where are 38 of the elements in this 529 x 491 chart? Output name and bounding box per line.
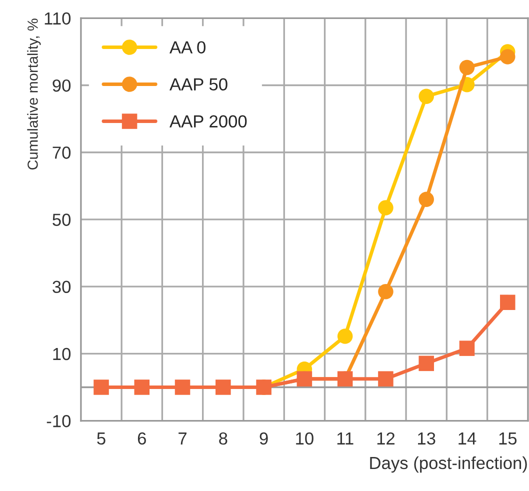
point: [418, 88, 434, 104]
point: [378, 371, 394, 386]
x-tick-label: 9: [260, 432, 268, 445]
point: [337, 328, 353, 344]
x-tick-label: 11: [337, 432, 354, 444]
x-tick-label: 5: [97, 432, 106, 445]
point: [216, 380, 231, 395]
x-tick-label: 14: [458, 432, 476, 444]
legend-label: AAP 50: [170, 78, 228, 91]
y-tick-label: 110: [44, 12, 71, 25]
x-tick-label: 6: [138, 432, 146, 445]
point: [378, 200, 394, 216]
point: [418, 356, 434, 372]
point: [134, 380, 150, 395]
y-tick-label: 70: [52, 146, 71, 159]
x-tick-label: 15: [499, 432, 517, 445]
y-tick-label: 10: [53, 348, 71, 360]
point: [378, 284, 394, 300]
x-tick-label: 7: [178, 432, 186, 444]
x-tick-label: 12: [377, 432, 394, 444]
x-tick-label: 13: [418, 432, 436, 445]
point: [459, 340, 475, 356]
y-tick-label: 90: [52, 79, 71, 92]
y-tick-label: -10: [46, 414, 71, 428]
legend-label: AAP 2000: [170, 115, 247, 128]
point: [418, 192, 434, 207]
y-tick-label: 30: [52, 280, 71, 294]
point: [500, 294, 516, 310]
legend-label: AA 0: [170, 41, 206, 54]
point: [94, 380, 109, 395]
point: [174, 380, 190, 395]
point: [500, 49, 516, 64]
x-axis-title: Days (post-infection): [370, 456, 527, 473]
x-tick-label: 8: [219, 432, 228, 445]
point: [459, 60, 475, 76]
y-axis-title: Cumulative mortality, %: [27, 18, 41, 170]
x-tick-label: 10: [296, 432, 314, 445]
y-tick-label: 50: [52, 214, 71, 226]
